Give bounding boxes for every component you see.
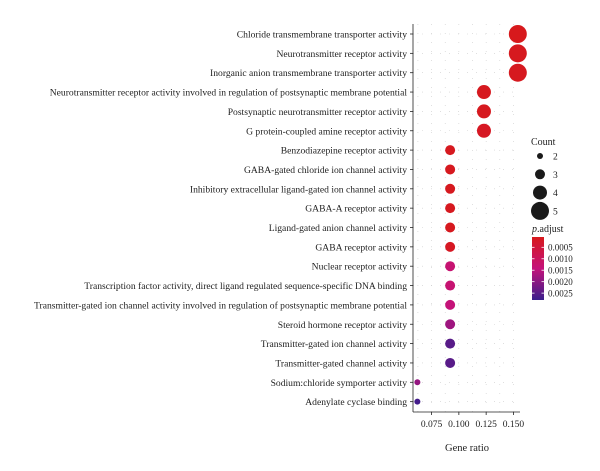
- term-dot: [414, 379, 420, 385]
- count-legend-dot: [537, 153, 543, 159]
- term-dot: [509, 64, 527, 82]
- term-dot: [445, 164, 455, 174]
- term-dot: [445, 261, 455, 271]
- term-label: Sodium:chloride symporter activity: [271, 378, 408, 389]
- term-label: Transcription factor activity, direct li…: [84, 281, 407, 292]
- x-tick-label: 0.100: [448, 420, 470, 430]
- term-dot: [445, 184, 455, 194]
- term-dot: [445, 203, 455, 213]
- term-label: GABA-gated chloride ion channel activity: [244, 165, 407, 176]
- term-label: Neurotransmitter receptor activity: [276, 49, 407, 60]
- count-legend-label: 5: [553, 207, 558, 217]
- x-tick-label: 0.125: [475, 420, 497, 430]
- term-label: Transmitter-gated channel activity: [275, 358, 407, 369]
- term-label: GABA receptor activity: [315, 242, 407, 253]
- term-label: Postsynaptic neurotransmitter receptor a…: [228, 107, 408, 118]
- count-legend-label: 3: [553, 171, 558, 181]
- term-dot: [414, 399, 420, 405]
- term-dot: [509, 25, 527, 43]
- p-adjust-legend-title: p.adjust: [531, 224, 564, 235]
- term-label: Transmitter-gated ion channel activity: [261, 339, 407, 350]
- term-dot: [477, 85, 491, 99]
- colorbar-tick-label: 0.0020: [548, 277, 573, 287]
- colorbar-tick-label: 0.0015: [548, 266, 573, 276]
- term-label: Ligand-gated anion channel activity: [269, 223, 407, 234]
- term-dot: [445, 145, 455, 155]
- term-label: Neurotransmitter receptor activity invol…: [50, 88, 408, 99]
- count-legend-title: Count: [531, 137, 556, 148]
- plot-panel: [413, 24, 520, 412]
- term-dot: [445, 242, 455, 252]
- term-label: Chloride transmembrane transporter activ…: [237, 30, 407, 41]
- term-dot: [445, 300, 455, 310]
- p-adjust-legend-title-rest: .adjust: [537, 224, 564, 235]
- x-tick-label: 0.075: [421, 420, 443, 430]
- term-dot: [509, 44, 527, 62]
- term-dot: [445, 223, 455, 233]
- x-tick-label: 0.150: [503, 420, 525, 430]
- term-dot: [445, 319, 455, 329]
- colorbar-tick-label: 0.0010: [548, 254, 573, 264]
- count-legend-label: 2: [553, 153, 558, 163]
- term-label: Nuclear receptor activity: [312, 262, 408, 273]
- term-dot: [477, 124, 491, 138]
- term-label: GABA-A receptor activity: [305, 204, 407, 215]
- go-enrichment-dot-plot: 0.075 0.100 0.125 0.150 Chloride transmembr…: [0, 0, 600, 471]
- term-dot: [445, 358, 455, 368]
- p-adjust-colorbar: [532, 237, 544, 300]
- count-legend-dot: [533, 186, 547, 200]
- term-dot: [477, 104, 491, 118]
- count-legend: Count 2 3 4 5: [531, 137, 558, 220]
- colorbar-tick-label: 0.0005: [548, 243, 573, 253]
- term-dot: [445, 339, 455, 349]
- term-label: Adenylate cyclase binding: [305, 397, 407, 408]
- term-label: Inorganic anion transmembrane transporte…: [210, 68, 407, 79]
- count-legend-dot: [531, 202, 549, 220]
- term-dot: [445, 281, 455, 291]
- grid-lines: [413, 24, 520, 412]
- term-label: Inhibitory extracellular ligand-gated io…: [190, 184, 407, 195]
- term-label: Benzodiazepine receptor activity: [281, 146, 407, 157]
- term-label: Transmitter-gated ion channel activity i…: [34, 300, 407, 311]
- count-legend-dot: [535, 169, 545, 179]
- count-legend-label: 4: [553, 189, 558, 199]
- colorbar-tick-label: 0.0025: [548, 288, 573, 298]
- term-label: G protein-coupled amine receptor activit…: [246, 126, 407, 137]
- x-axis-title: Gene ratio: [445, 443, 489, 454]
- y-axis-term-labels: Chloride transmembrane transporter activ…: [34, 30, 407, 409]
- term-label: Steroid hormone receptor activity: [278, 320, 407, 331]
